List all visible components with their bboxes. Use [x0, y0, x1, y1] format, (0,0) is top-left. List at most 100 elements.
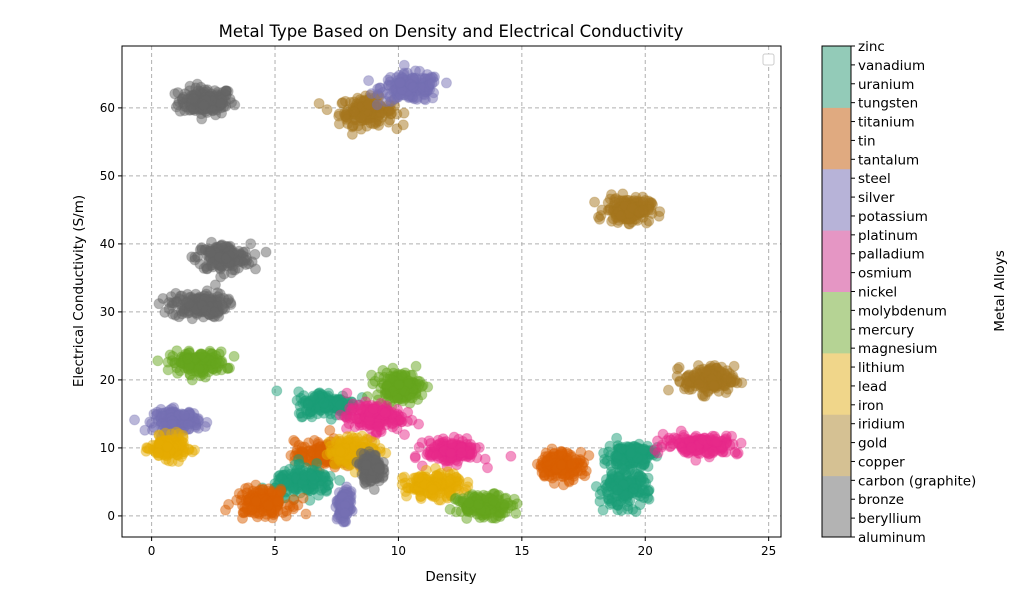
data-point	[341, 387, 353, 399]
data-point	[539, 451, 551, 463]
y-tick-label: 50	[100, 169, 115, 183]
data-point	[227, 247, 239, 259]
data-point	[612, 484, 624, 496]
y-tick-label: 20	[100, 373, 115, 387]
points	[129, 59, 748, 528]
data-point	[685, 442, 697, 454]
data-point	[368, 484, 380, 496]
data-point	[391, 123, 403, 135]
data-point	[407, 81, 419, 93]
data-point	[363, 75, 375, 87]
data-point	[216, 239, 228, 251]
data-point	[339, 507, 351, 519]
data-point	[373, 463, 385, 475]
data-point	[729, 446, 741, 458]
data-point	[704, 447, 716, 459]
data-point	[444, 503, 456, 515]
data-point	[182, 443, 194, 455]
data-point	[433, 468, 445, 480]
data-point	[693, 378, 705, 390]
data-point	[445, 447, 457, 459]
data-point	[152, 447, 164, 459]
data-point	[538, 466, 550, 478]
y-tick-label: 30	[100, 305, 115, 319]
data-point	[172, 367, 184, 379]
data-point	[176, 93, 188, 105]
data-point	[293, 458, 305, 470]
data-point	[273, 470, 285, 482]
data-point	[223, 293, 235, 305]
x-tick-label: 0	[148, 544, 156, 558]
data-point	[641, 217, 653, 229]
data-point	[210, 358, 222, 370]
y-tick-label: 10	[100, 441, 115, 455]
data-point	[266, 486, 278, 498]
data-point	[630, 506, 642, 518]
colorbar-band	[822, 46, 851, 108]
data-point	[192, 251, 204, 263]
data-point	[566, 458, 578, 470]
data-point	[231, 494, 243, 506]
data-point	[426, 78, 438, 90]
data-point	[262, 499, 274, 511]
colorbar-tick-label: uranium	[858, 77, 914, 93]
data-point	[367, 118, 379, 130]
colorbar-tick-label: molybdenum	[858, 303, 947, 319]
data-point	[306, 470, 318, 482]
colorbar-band	[822, 107, 851, 170]
data-point	[399, 477, 411, 489]
data-point	[594, 495, 606, 507]
colorbar-tick-label: lithium	[858, 360, 905, 376]
data-point	[198, 100, 210, 112]
data-point	[192, 422, 204, 434]
data-point	[367, 403, 379, 415]
data-point	[241, 503, 253, 515]
data-point	[171, 345, 183, 357]
y-tick-label: 60	[100, 101, 115, 115]
data-point	[200, 304, 212, 316]
data-point	[382, 74, 394, 86]
colorbar-tick-label: nickel	[858, 285, 897, 301]
data-point	[487, 495, 499, 507]
data-point	[182, 353, 194, 365]
data-point	[413, 418, 425, 430]
data-point	[511, 498, 523, 510]
data-point	[193, 363, 205, 375]
data-point	[170, 101, 182, 113]
data-point	[394, 77, 406, 89]
data-point	[440, 77, 452, 89]
data-point	[371, 99, 383, 111]
data-point	[186, 374, 198, 386]
data-point	[215, 271, 227, 283]
x-tick-label: 10	[391, 544, 406, 558]
data-point	[472, 498, 484, 510]
data-point	[637, 204, 649, 216]
colorbar-band	[822, 352, 851, 415]
colorbar-tick-label: copper	[858, 454, 905, 470]
colorbar-tick-label: iridium	[858, 417, 905, 433]
data-point	[615, 210, 627, 222]
data-point	[671, 370, 683, 382]
data-point	[339, 459, 351, 471]
data-point	[653, 210, 665, 222]
data-point	[186, 313, 198, 325]
data-point	[567, 474, 579, 486]
colorbar-tick-label: palladium	[858, 247, 925, 263]
data-point	[215, 97, 227, 109]
data-point	[410, 360, 422, 372]
data-point	[300, 508, 312, 520]
x-tick-label: 20	[638, 544, 653, 558]
data-point	[351, 435, 363, 447]
data-point	[188, 93, 200, 105]
data-point	[673, 361, 685, 373]
colorbar-tick-label: osmium	[858, 266, 912, 282]
colorbar-tick-label: steel	[858, 171, 891, 187]
colorbar-band	[822, 168, 851, 231]
data-point	[466, 448, 478, 460]
data-point	[196, 348, 208, 360]
data-point	[398, 107, 410, 119]
data-point	[152, 355, 164, 367]
data-point	[318, 397, 330, 409]
data-point	[205, 247, 217, 259]
